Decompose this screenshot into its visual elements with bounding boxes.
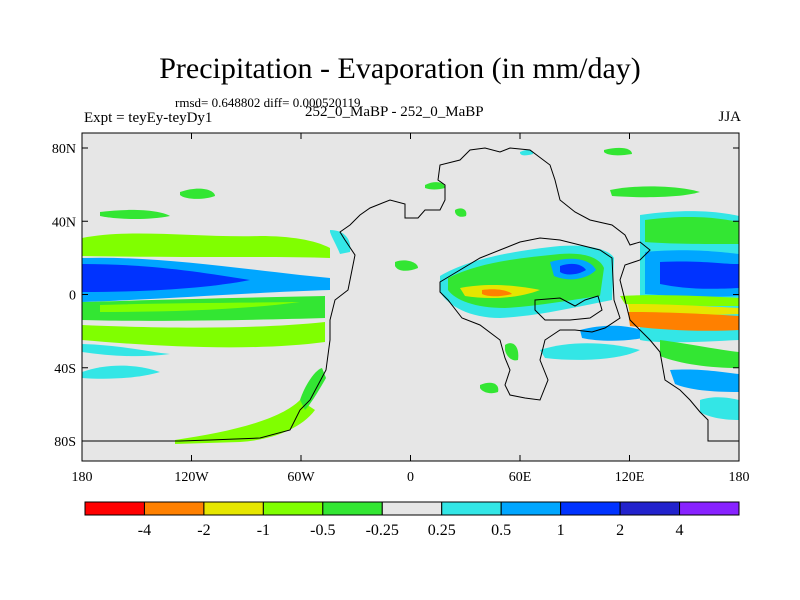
x-tick-label: 60E xyxy=(509,470,532,485)
colorbar-label: 2 xyxy=(616,522,624,539)
colorbar-label: -2 xyxy=(197,522,210,539)
y-tick-label: 0 xyxy=(69,289,76,304)
east-green-eq xyxy=(620,295,739,306)
band-subtropic-cyan xyxy=(82,365,160,379)
east-south-green xyxy=(660,340,739,368)
patch-europe xyxy=(455,208,467,217)
band-wet-core xyxy=(82,264,250,292)
colorbar-label: 0.5 xyxy=(491,522,511,539)
region-arctic-cyan xyxy=(520,149,534,156)
region-southeast-blue xyxy=(580,325,652,341)
colorbar-swatch xyxy=(322,501,383,516)
season-label: JJA xyxy=(718,109,741,125)
field-africa xyxy=(395,182,519,394)
band-wet-north xyxy=(82,233,330,258)
colorbar-label: 4 xyxy=(676,522,684,539)
east-orange-eq xyxy=(628,312,739,331)
patch-west-africa xyxy=(395,260,418,271)
x-tick-label: 60W xyxy=(287,470,315,485)
stats-line: rmsd= 0.648802 diff= 0.000520119 xyxy=(175,95,361,110)
colorbar-swatch xyxy=(619,501,681,516)
field-pacific-east xyxy=(620,211,739,420)
experiment-label: Expt = teyEy-teyDy1 xyxy=(84,110,213,126)
patch-sa-coast xyxy=(300,368,326,410)
y-tick-label: 40S xyxy=(54,362,76,377)
region-southeast-cyan xyxy=(540,343,640,360)
colorbar-label: -0.5 xyxy=(310,522,335,539)
colorbar-swatch xyxy=(500,501,562,516)
region-arctic-green xyxy=(604,147,632,156)
colorbar: -4 -2 -1 -0.5 -0.25 0.25 0.5 1 2 4 xyxy=(84,501,740,539)
patch-north-green xyxy=(180,188,215,199)
colorbar-swatch xyxy=(143,501,205,516)
map-panel xyxy=(81,132,740,462)
colorbar-swatch xyxy=(560,501,621,516)
colorbar-label: -0.25 xyxy=(366,522,399,539)
x-tick-label: 0 xyxy=(407,470,414,485)
colorbar-swatch xyxy=(262,501,324,516)
coastline-inner-sea xyxy=(534,295,603,321)
figure-title: Precipitation - Evaporation (in mm/day) xyxy=(159,52,641,85)
patch-40n xyxy=(100,209,170,219)
y-tick-label: 80N xyxy=(52,142,76,157)
east-far-south xyxy=(700,397,739,420)
x-tick-label: 180 xyxy=(72,470,93,485)
colorbar-label: -4 xyxy=(138,522,151,539)
colorbar-swatch xyxy=(441,501,502,516)
band-south-patch xyxy=(82,322,325,348)
coastline xyxy=(82,147,739,442)
patch-north-atlantic xyxy=(425,182,445,190)
colorbar-label: 1 xyxy=(557,522,565,539)
patch-sa-cyan xyxy=(330,230,351,254)
x-tick-label: 180 xyxy=(729,470,750,485)
region-north-band xyxy=(610,186,700,198)
region-asia-deep xyxy=(560,263,586,275)
colorbar-swatch xyxy=(679,501,740,516)
x-tick-label: 120E xyxy=(615,470,645,485)
patch-south-atlantic xyxy=(480,382,499,394)
x-tick-label: 120W xyxy=(174,470,209,485)
axis-ticks: 180 120W 60W 0 60E 120E 180 80N 40N 0 40S 80S xyxy=(52,133,750,485)
colorbar-label: 0.25 xyxy=(428,522,456,539)
colorbar-swatch xyxy=(381,501,443,516)
y-tick-label: 80S xyxy=(54,435,76,450)
coastline-tethys xyxy=(439,237,621,401)
band-south-cyan xyxy=(82,344,170,357)
colorbar-label: -1 xyxy=(257,522,270,539)
patch-east-africa xyxy=(505,343,519,361)
east-green-north xyxy=(645,216,739,244)
colorbar-swatch xyxy=(84,501,145,516)
coastline-west-pangaea xyxy=(82,147,739,442)
y-tick-label: 40N xyxy=(52,215,76,230)
band-dry-south-inner xyxy=(100,302,300,312)
colorbar-swatch xyxy=(203,501,264,516)
region-tethys-orange xyxy=(482,289,512,297)
field-asia xyxy=(440,147,700,360)
field-pacific-west xyxy=(82,188,330,379)
east-deep-band xyxy=(660,261,739,289)
comparison-label: 252_0_MaBP - 252_0_MaBP xyxy=(305,104,484,120)
east-south-blue xyxy=(670,369,739,392)
